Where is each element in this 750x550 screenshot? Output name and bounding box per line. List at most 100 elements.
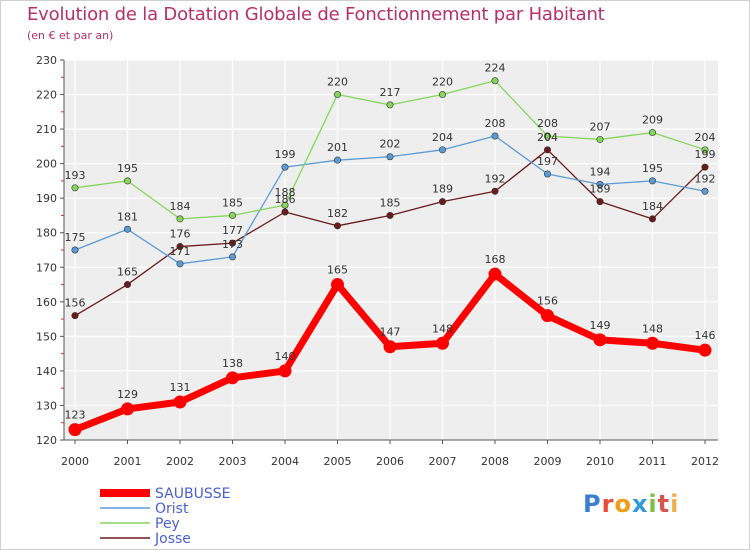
data-point-orist	[386, 153, 394, 161]
data-label-saubusse: 148	[642, 322, 663, 335]
data-label-pey: 185	[222, 196, 243, 209]
logo-letter: t	[657, 490, 671, 518]
data-point-saubusse	[331, 278, 344, 292]
x-tick-label: 2008	[481, 455, 509, 468]
data-label-pey: 224	[485, 62, 506, 75]
data-point-orist	[281, 163, 289, 171]
x-tick-label: 2000	[61, 455, 89, 468]
data-point-orist	[176, 260, 184, 268]
y-tick-label: 230	[36, 54, 57, 67]
data-point-pey	[124, 177, 132, 185]
y-tick-label: 210	[36, 123, 57, 136]
data-label-josse: 186	[275, 193, 296, 206]
data-label-pey: 208	[537, 117, 558, 130]
data-label-saubusse: 146	[695, 329, 716, 342]
legend-label-pey: Pey	[155, 516, 180, 532]
data-label-orist: 192	[695, 172, 716, 185]
data-point-pey	[71, 184, 79, 192]
data-label-saubusse: 156	[537, 295, 558, 308]
x-tick-label: 2010	[586, 455, 614, 468]
data-point-josse	[438, 198, 446, 206]
data-point-saubusse	[68, 423, 82, 437]
data-point-saubusse	[541, 309, 554, 323]
data-point-josse	[229, 239, 237, 247]
logo-letter: i	[670, 490, 680, 518]
data-label-pey: 195	[117, 162, 138, 175]
data-label-pey: 207	[590, 120, 611, 133]
logo-letter: r	[601, 490, 615, 518]
data-label-orist: 208	[485, 117, 506, 130]
data-label-orist: 175	[65, 231, 86, 244]
data-label-josse: 199	[695, 148, 716, 161]
data-point-josse	[491, 187, 499, 195]
data-point-saubusse	[226, 371, 239, 385]
data-point-saubusse	[593, 333, 607, 347]
data-label-saubusse: 147	[380, 326, 401, 339]
data-point-orist	[71, 246, 79, 254]
data-point-saubusse	[436, 336, 449, 350]
data-label-josse: 189	[432, 183, 453, 196]
data-point-pey	[543, 132, 551, 140]
data-label-josse: 189	[590, 183, 611, 196]
data-point-orist	[229, 253, 237, 261]
data-label-orist: 204	[432, 131, 453, 144]
y-tick-label: 140	[36, 365, 57, 378]
x-tick-label: 2002	[166, 455, 194, 468]
y-tick-label: 160	[36, 296, 57, 309]
proxiti-logo: Proxiti	[583, 490, 679, 518]
data-point-josse	[124, 281, 132, 289]
data-label-saubusse: 165	[327, 264, 348, 277]
data-point-saubusse	[488, 267, 502, 281]
y-tick-label: 120	[36, 434, 57, 447]
y-tick-label: 190	[36, 192, 57, 205]
y-tick-label: 150	[36, 330, 57, 343]
data-point-saubusse	[698, 343, 712, 357]
data-label-pey: 220	[432, 76, 453, 89]
data-label-orist: 171	[170, 245, 191, 258]
data-point-josse	[596, 198, 604, 206]
data-point-orist	[124, 225, 132, 233]
data-point-saubusse	[121, 402, 134, 416]
data-label-orist: 202	[380, 138, 401, 151]
x-tick-label: 2005	[324, 455, 352, 468]
data-point-saubusse	[173, 395, 187, 409]
data-point-orist	[596, 180, 604, 188]
legend-label-josse: Josse	[154, 531, 191, 547]
data-label-saubusse: 129	[117, 388, 138, 401]
data-label-josse: 204	[537, 131, 558, 144]
data-point-orist	[438, 146, 446, 154]
data-label-pey: 193	[65, 169, 86, 182]
data-label-josse: 184	[642, 200, 663, 213]
data-label-josse: 176	[170, 228, 191, 241]
data-label-josse: 156	[65, 297, 86, 310]
data-label-orist: 197	[537, 155, 558, 168]
data-label-saubusse: 123	[65, 409, 86, 422]
data-label-orist: 194	[590, 165, 611, 178]
x-tick-label: 2007	[429, 455, 457, 468]
y-tick-label: 170	[36, 261, 57, 274]
data-label-orist: 201	[327, 141, 348, 154]
x-tick-label: 2011	[639, 455, 667, 468]
data-label-pey: 184	[170, 200, 191, 213]
logo-letter: P	[583, 490, 602, 518]
data-point-orist	[491, 132, 499, 140]
y-tick-label: 180	[36, 227, 57, 240]
data-point-josse	[386, 211, 394, 219]
chart-subtitle: (en € et par an)	[27, 29, 114, 42]
data-point-pey	[648, 129, 656, 137]
legend-label-orist: Orist	[155, 501, 189, 517]
y-tick-label: 220	[36, 89, 57, 102]
x-tick-label: 2006	[376, 455, 404, 468]
data-label-orist: 195	[642, 162, 663, 175]
data-point-saubusse	[383, 340, 397, 354]
logo-letter: x	[631, 490, 649, 518]
data-point-josse	[333, 222, 341, 230]
data-label-pey: 220	[327, 76, 348, 89]
data-label-saubusse: 131	[170, 381, 191, 394]
data-point-pey	[333, 91, 341, 99]
x-tick-label: 2001	[114, 455, 142, 468]
x-tick-label: 2004	[271, 455, 299, 468]
data-label-josse: 182	[327, 207, 348, 220]
data-label-saubusse: 138	[222, 357, 243, 370]
